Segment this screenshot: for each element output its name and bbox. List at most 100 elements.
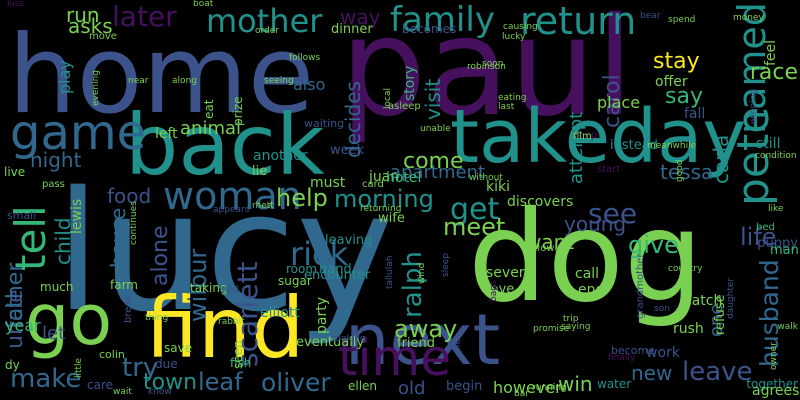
word-however: however — [493, 378, 562, 397]
word-meet: meet — [443, 213, 506, 241]
word-alone: alone — [148, 225, 173, 286]
word-night: night — [30, 148, 82, 172]
word-causing: causing — [503, 22, 538, 32]
word-owner: owner — [769, 342, 779, 370]
word-boat: boat — [193, 0, 214, 9]
word-card: card — [362, 179, 384, 190]
word-taking: taking — [190, 281, 228, 295]
word-asks: asks — [68, 14, 113, 38]
word-keep: keep — [573, 130, 598, 141]
word-another: another — [253, 148, 308, 164]
word-ralph: ralph — [398, 251, 428, 318]
word-save: save — [164, 341, 193, 355]
word-apartment: apartment — [390, 162, 486, 183]
word-follows: follows — [289, 53, 321, 63]
word-pick: pick — [453, 334, 463, 353]
word-several: several — [486, 265, 538, 281]
word-time: time — [338, 329, 451, 387]
word-lucky: lucky — [502, 32, 526, 42]
word-win: win — [558, 372, 593, 396]
word-good: good — [675, 159, 685, 182]
word-money: money — [733, 13, 764, 23]
word-juan: juan — [369, 169, 400, 185]
word-kiss: kiss — [7, 0, 25, 9]
word-without: without — [469, 173, 503, 183]
word-say: say — [665, 84, 703, 109]
word-spend: spend — [668, 15, 696, 25]
word-come: come — [403, 149, 464, 174]
word-oliver: oliver — [261, 368, 331, 397]
word-make: make — [10, 364, 82, 394]
word-year: year — [5, 316, 41, 335]
word-go: go — [25, 279, 113, 361]
word-offer: offer — [655, 74, 688, 90]
word-break: break — [123, 294, 134, 323]
word-catch: catch — [684, 293, 723, 309]
word-way: way — [340, 5, 381, 29]
word-tallulah: tallulah — [385, 255, 395, 289]
word-leaving: leaving — [325, 233, 373, 248]
word-run: run — [66, 3, 100, 27]
word-lucy: lucy — [55, 156, 394, 348]
word-end: end — [578, 282, 605, 298]
word-care: care — [87, 378, 114, 392]
word-life: life — [740, 223, 777, 251]
word-know: know — [148, 387, 172, 397]
word-also: also — [293, 75, 326, 94]
word-dog: dog — [468, 185, 704, 330]
word-saying: saying — [561, 322, 591, 332]
word-young: young — [564, 212, 627, 236]
word-place: place — [597, 93, 641, 112]
word-give: give — [628, 231, 679, 259]
word-family: family — [390, 0, 495, 40]
word-near: near — [128, 76, 149, 86]
word-appears: appears — [213, 205, 250, 215]
word-later: later — [112, 0, 177, 33]
word-soon: soon — [482, 59, 504, 69]
word-looking: looking — [333, 334, 366, 344]
word-thing: thing — [145, 313, 169, 323]
word-want: want — [525, 230, 575, 254]
word-grandmother: grandmother — [635, 253, 646, 319]
word-let: let — [42, 323, 66, 344]
word-play: play — [55, 60, 74, 94]
word-small: small — [7, 209, 37, 222]
word-sugar: sugar — [278, 274, 312, 288]
word-discovers: discovers — [507, 194, 574, 210]
word-old: old — [398, 378, 426, 399]
word-film: film — [573, 131, 592, 142]
word-continues: continues — [129, 201, 139, 245]
word-unable: unable — [420, 124, 451, 134]
word-little: little — [74, 357, 84, 378]
word-bags: bags — [489, 280, 499, 302]
word-wind: wind — [417, 262, 427, 284]
word-son: son — [654, 304, 670, 314]
word-kiki: kiki — [486, 179, 510, 195]
word-waiting: waiting — [304, 117, 345, 130]
word-condition: condition — [755, 151, 797, 161]
word-game: game — [10, 105, 147, 161]
word-rick: rick — [290, 235, 349, 273]
word-wife: wife — [378, 211, 405, 226]
word-sleep: sleep — [441, 253, 451, 277]
word-along: along — [172, 76, 197, 86]
word-fall: fall — [684, 106, 706, 122]
word-find: find — [145, 279, 305, 377]
word-seeing: seeing — [264, 76, 294, 86]
word-tessa: tessa — [660, 160, 714, 184]
word-leave: leave — [682, 357, 753, 387]
word-move: move — [89, 31, 117, 42]
word-wait: wait — [113, 387, 132, 397]
word-bear: bear — [640, 11, 661, 21]
word-returning: returning — [360, 204, 402, 214]
word-instead: instead — [610, 138, 658, 153]
word-following: following — [525, 243, 570, 254]
word-water: water — [597, 377, 632, 391]
word-fish: fish — [230, 356, 252, 370]
word-paul: paul — [340, 0, 634, 147]
word-start: start — [597, 164, 621, 175]
word-asleep: asleep — [388, 101, 421, 112]
word-eventually: eventually — [296, 335, 365, 350]
word-due: due — [155, 357, 178, 371]
word-become: become — [611, 344, 656, 357]
